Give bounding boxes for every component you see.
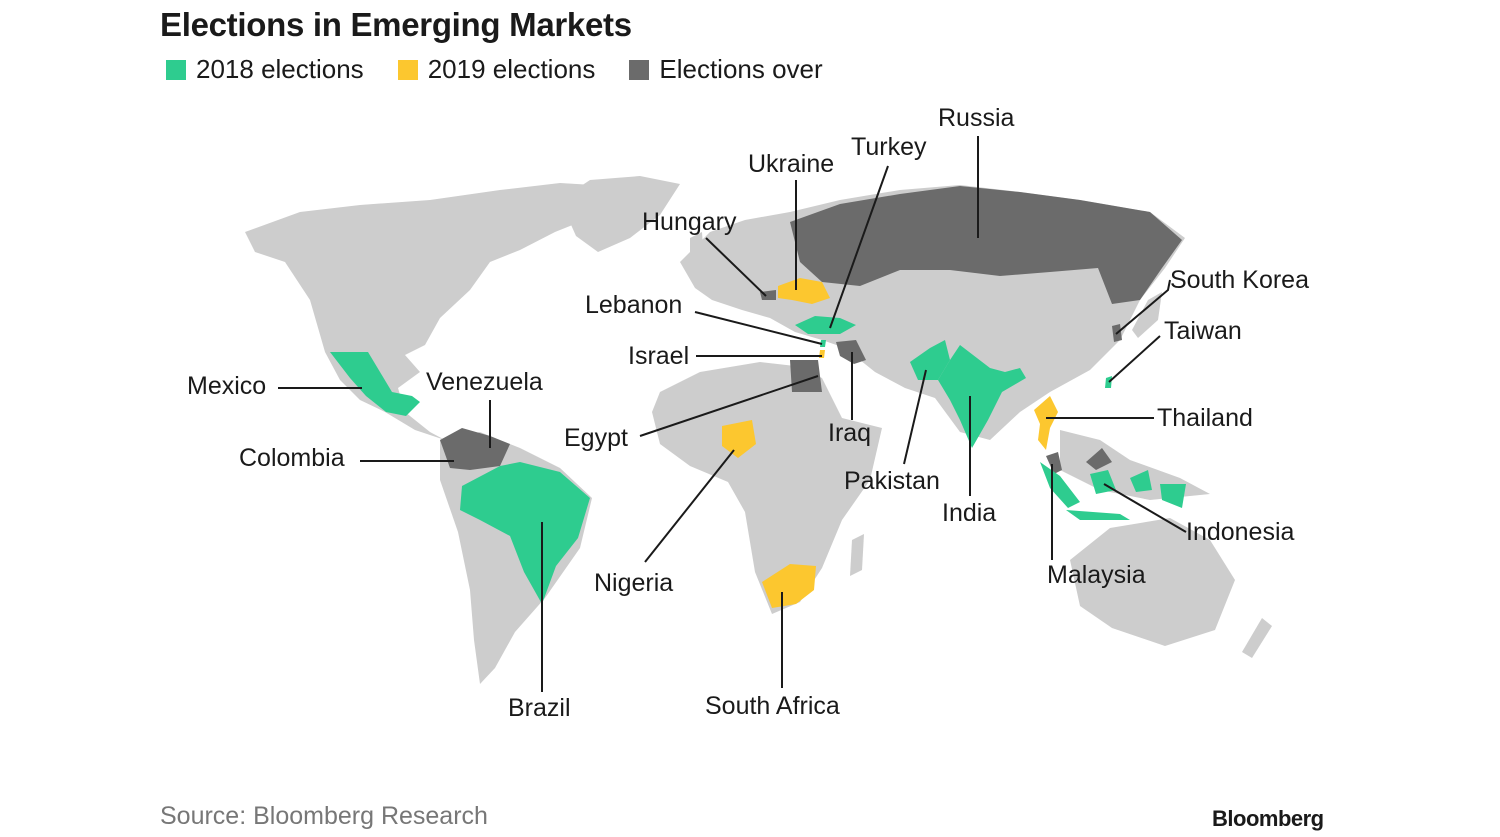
label-iraq: Iraq [828,419,871,447]
landmass-madagascar [850,534,864,576]
legend-label-2018: 2018 elections [196,54,364,84]
leader-hungary [705,237,767,297]
label-indonesia: Indonesia [1186,518,1295,546]
country-brazil [460,462,590,604]
country-nigeria [722,420,756,458]
source-note: Source: Bloomberg Research [160,802,488,830]
country-egypt [790,360,822,392]
legend: 2018 elections 2019 elections Elections … [166,54,823,85]
legend-swatch-2019 [397,59,418,80]
label-lebanon: Lebanon [585,291,682,319]
country-pakistan [910,340,950,380]
leader-nigeria [644,449,735,563]
leader-south-korea [1115,279,1171,335]
leader-turkey [829,165,889,329]
label-turkey: Turkey [851,133,927,161]
country-ukraine [778,278,830,304]
legend-item-over: Elections over [629,54,823,85]
label-ukraine: Ukraine [748,150,834,178]
label-thailand: Thailand [1157,404,1253,432]
label-south-korea: South Korea [1170,266,1309,294]
landmass-new-zealand [1242,618,1272,658]
country-turkey [795,316,856,334]
label-venezuela: Venezuela [426,368,543,396]
label-hungary: Hungary [642,208,737,236]
label-taiwan: Taiwan [1164,317,1242,345]
landmass-africa [652,362,882,614]
country-indonesia [1040,462,1186,520]
label-malaysia: Malaysia [1047,561,1146,589]
label-russia: Russia [938,104,1015,132]
country-india [938,345,1026,448]
landmass-japan [1132,292,1162,338]
leader-lines [278,136,1187,692]
label-brazil: Brazil [508,694,571,722]
label-mexico: Mexico [187,372,266,400]
country-thailand [1034,396,1058,450]
country-venezuela-colombia [440,428,510,470]
leader-indonesia [1103,483,1187,533]
chart-title: Elections in Emerging Markets [160,6,632,43]
leader-egypt [639,375,819,437]
country-hungary [760,290,776,300]
country-malaysia [1046,448,1112,474]
leader-lebanon [694,311,823,345]
landmass-australia [1070,518,1235,646]
legend-swatch-over [629,59,650,80]
label-pakistan: Pakistan [844,467,940,495]
country-labels: Russia Turkey Ukraine Hungary South Kore… [187,104,1309,722]
leader-pakistan [903,369,927,465]
country-shapes [330,186,1186,608]
legend-label-over: Elections over [659,54,823,84]
country-russia [790,186,1182,304]
label-nigeria: Nigeria [594,569,673,597]
legend-swatch-2018 [166,59,186,80]
landmass-uk [690,232,704,266]
label-colombia: Colombia [239,444,345,472]
label-india: India [942,499,996,527]
country-lebanon [820,340,826,347]
bloomberg-logo: Bloomberg [1212,806,1324,831]
landmass-greenland [560,176,680,252]
label-south-africa: South Africa [705,692,840,720]
legend-item-2019: 2019 elections [397,54,596,85]
leader-taiwan [1108,335,1161,383]
country-south-africa [762,564,816,608]
legend-item-2018: 2018 elections [166,54,364,85]
country-taiwan [1105,376,1112,388]
label-israel: Israel [628,342,689,370]
label-egypt: Egypt [564,424,628,452]
legend-label-2019: 2019 elections [427,54,596,84]
country-mexico [330,352,420,416]
landmass-north-america [245,183,640,440]
